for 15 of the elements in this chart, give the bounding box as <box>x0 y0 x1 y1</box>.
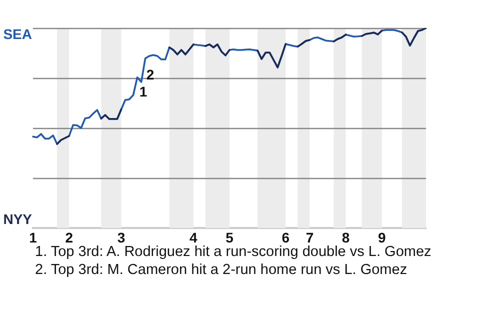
text: 1. Top 3rd: A. Rodriguez hit a run-scoring double vs L. Gomez <box>35 243 432 261</box>
annotation: 2 <box>146 66 154 82</box>
x-tick-label: 6 <box>282 229 290 246</box>
x-tick-label: 5 <box>226 229 234 246</box>
x-tick-label: 7 <box>306 229 314 246</box>
annotation: 1 <box>139 83 148 100</box>
text: SEA <box>3 26 32 42</box>
x-tick-label: 2 <box>65 229 74 246</box>
x-tick-label: 4 <box>190 229 198 246</box>
x-tick-label: 9 <box>378 229 386 246</box>
x-tick-label: 3 <box>117 229 126 246</box>
text: NYY <box>3 210 33 227</box>
text: 2. Top 3rd: M. Cameron hit a 2-run home run vs L. Gomez <box>35 261 408 279</box>
x-tick-label: 8 <box>342 229 350 246</box>
x-tick-label: 1 <box>29 229 38 246</box>
